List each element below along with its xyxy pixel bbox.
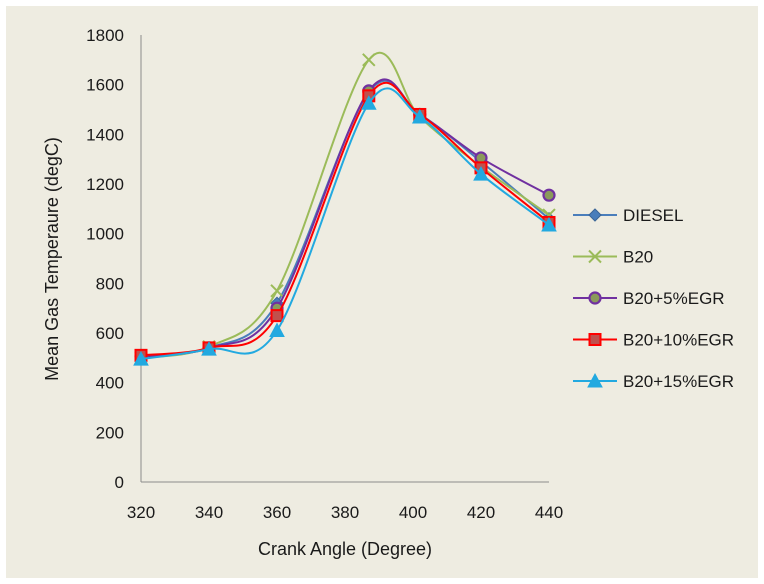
triangle-marker <box>133 351 149 366</box>
legend-label: DIESEL <box>623 206 683 225</box>
x-tick-label: 400 <box>399 503 427 522</box>
y-tick-label: 1400 <box>86 125 124 144</box>
series-b20-10-egr <box>134 81 556 362</box>
x-tick-label: 380 <box>331 503 359 522</box>
circle-marker <box>542 188 556 202</box>
series-line <box>140 81 550 357</box>
x-tick-label: 320 <box>127 503 155 522</box>
y-tick-label: 1600 <box>86 76 124 95</box>
legend-label: B20+15%EGR <box>623 372 734 391</box>
x-marker <box>588 249 602 264</box>
square-marker <box>270 309 284 323</box>
triangle-marker <box>269 322 285 338</box>
series-b20-5-egr <box>134 78 556 364</box>
y-tick-label: 400 <box>96 374 124 393</box>
triangle-marker <box>473 166 489 181</box>
y-axis-title: Mean Gas Temperaure (degC) <box>42 137 62 381</box>
triangle-marker <box>201 341 217 356</box>
chart-area: 0 200 400 600 800 1000 1200 1400 1600 1800 320 340 3… <box>6 6 758 578</box>
square-marker <box>588 333 602 346</box>
circle-marker <box>588 291 602 305</box>
y-tick-label: 1000 <box>86 225 124 244</box>
x-axis-title: Crank Angle (Degree) <box>258 539 432 559</box>
y-tick-label: 0 <box>115 473 124 492</box>
series-b20 <box>134 51 556 365</box>
diamond-marker <box>588 208 602 222</box>
legend-label: B20+10%EGR <box>623 331 734 350</box>
y-tick-label: 1800 <box>86 26 124 45</box>
series-line <box>140 79 550 357</box>
axes <box>140 35 549 483</box>
x-tick-label: 340 <box>195 503 223 522</box>
series-b20-15-egr <box>133 87 557 366</box>
series-line <box>140 51 550 359</box>
series <box>133 51 557 366</box>
triangle-marker <box>411 108 428 124</box>
x-tick-label: 360 <box>263 503 291 522</box>
x-marker <box>362 53 376 67</box>
series-line <box>140 87 550 361</box>
legend-item: B20+5%EGR <box>573 289 725 308</box>
triangle-marker <box>587 372 603 388</box>
legend-item: B20 <box>573 248 653 267</box>
y-tick-label: 800 <box>96 274 124 293</box>
legend-label: B20 <box>623 248 653 267</box>
y-tick-label: 200 <box>96 423 124 442</box>
legend-item: B20+10%EGR <box>573 331 734 350</box>
x-tick-label: 440 <box>535 503 563 522</box>
legend-item: B20+15%EGR <box>573 372 734 391</box>
triangle-marker <box>541 216 557 232</box>
x-tick-label: 420 <box>467 503 495 522</box>
series-line <box>140 78 550 358</box>
line-chart: 0 200 400 600 800 1000 1200 1400 1600 1800 320 340 3… <box>42 26 734 559</box>
legend-item: DIESEL <box>573 206 683 225</box>
series-diesel <box>134 79 556 363</box>
y-tick-label: 600 <box>96 324 124 343</box>
tick-labels: 0 200 400 600 800 1000 1200 1400 1600 1800 320 340 3… <box>86 26 563 522</box>
triangle-marker <box>360 95 377 110</box>
y-tick-label: 1200 <box>86 175 124 194</box>
legend: DIESEL B20 B20+5%EGR B20+10%EGR B20+15%EGR <box>573 206 734 391</box>
x-marker <box>270 284 284 298</box>
legend-label: B20+5%EGR <box>623 289 725 308</box>
